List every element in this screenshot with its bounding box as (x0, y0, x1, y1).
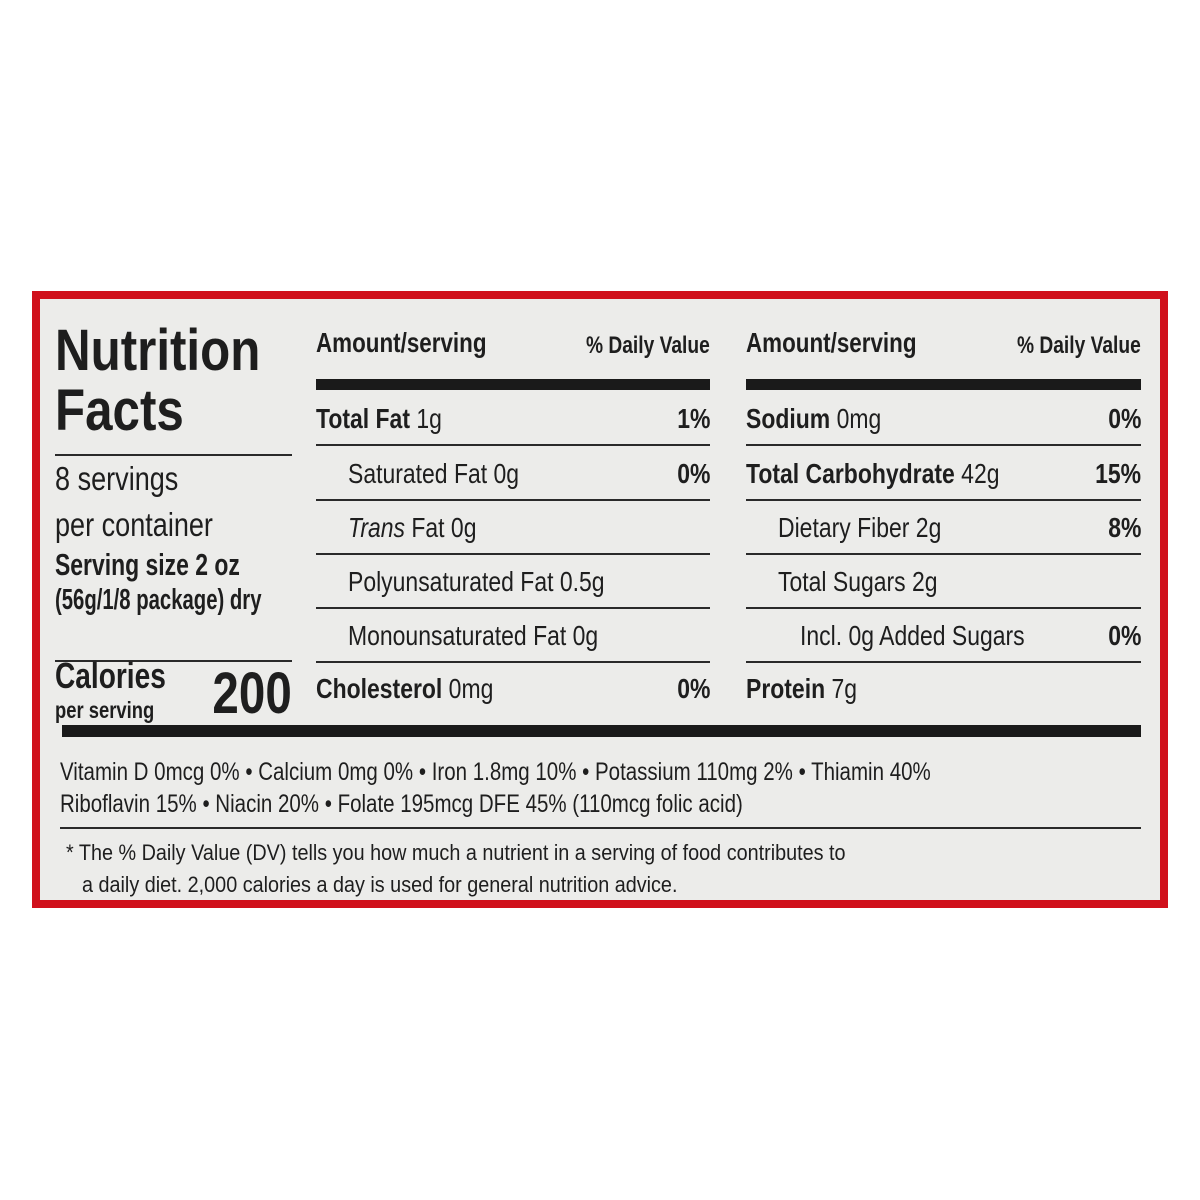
calories-label: Calories (55, 655, 166, 696)
nutrient-amount: 0g (572, 620, 599, 651)
dv-total-fat: 1% (676, 403, 710, 434)
nutrient-polyunsaturated-fat: Polyunsaturated Fat 0.5g (348, 566, 605, 598)
vitamins-line2: Riboflavin 15% • Niacin 20% • Folate 195… (60, 790, 743, 818)
serving-size: Serving size 2 oz (55, 547, 240, 582)
divider (316, 553, 710, 555)
nutrient-amount: 0.5g (559, 566, 605, 597)
dv-cholesterol: 0% (676, 673, 710, 704)
serving-size-detail: (56g/1/8 package) dry (55, 584, 262, 616)
nutrient-amount: 2g (915, 512, 942, 543)
servings-line2: per container (55, 506, 213, 543)
divider (746, 661, 1141, 663)
nutrient-total-fat: Total Fat 1g (316, 403, 442, 435)
nutrient-name: Dietary Fiber (778, 512, 910, 543)
thick-bar (746, 379, 1141, 390)
nutrient-amount: 42g (961, 458, 1000, 489)
nutrient-total-carbohydrate: Total Carbohydrate 42g (746, 458, 999, 490)
nutrient-protein: Protein 7g (746, 673, 857, 705)
nutrient-name: Polyunsaturated Fat (348, 566, 554, 597)
nutrient-trans-fat: Trans Fat 0g (348, 512, 476, 544)
divider (746, 607, 1141, 609)
vitamins-line1: Vitamin D 0mcg 0% • Calcium 0mg 0% • Iro… (60, 758, 931, 786)
divider (746, 553, 1141, 555)
nutrient-cholesterol: Cholesterol 0mg (316, 673, 493, 705)
calories-value: 200 (212, 661, 292, 726)
header-amount: Amount/serving (316, 327, 487, 358)
nutrient-amount: 0mg (448, 673, 494, 704)
dv-saturated-fat: 0% (676, 458, 710, 489)
footnote-line2: a daily diet. 2,000 calories a day is us… (82, 872, 678, 897)
nutrient-name: Fat (411, 512, 445, 543)
divider (316, 661, 710, 663)
nutrient-monounsaturated-fat: Monounsaturated Fat 0g (348, 620, 598, 652)
divider (746, 444, 1141, 446)
footnote-line1: * The % Daily Value (DV) tells you how m… (66, 840, 846, 865)
nutrient-name: Protein (746, 673, 826, 704)
dv-total-carbohydrate: 15% (1095, 458, 1141, 489)
divider (316, 499, 710, 501)
nutrient-amount: 0mg (836, 403, 882, 434)
nutrient-name: Total Carbohydrate (746, 458, 955, 489)
header-daily-value: % Daily Value (586, 332, 710, 359)
nutrient-name: Saturated Fat (348, 458, 488, 489)
header-amount-right: Amount/serving (746, 327, 917, 358)
nutrient-amount: 0g (450, 512, 477, 543)
header-daily-value-right: % Daily Value (1017, 332, 1141, 359)
nutrient-name: Total Sugars (778, 566, 906, 597)
servings-line1: 8 servings (55, 460, 179, 497)
divider (60, 827, 1141, 829)
dv-added-sugars: 0% (1107, 620, 1141, 651)
nutrient-added-sugars: Incl. 0g Added Sugars (800, 620, 1025, 651)
nutrient-amount: 0g (493, 458, 520, 489)
divider (316, 607, 710, 609)
nutrient-amount: 1g (416, 403, 442, 434)
nutrient-name: Cholesterol (316, 673, 443, 704)
divider (55, 660, 292, 662)
nutrient-amount: 2g (912, 566, 938, 597)
nutrition-facts-label: Nutrition Facts 8 servings per container… (32, 291, 1168, 908)
divider (55, 454, 292, 456)
divider (746, 499, 1141, 501)
nutrient-dietary-fiber: Dietary Fiber 2g (778, 512, 941, 544)
nutrient-name: Trans (348, 512, 405, 543)
nutrient-name: Total Fat (316, 403, 410, 434)
nutrient-total-sugars: Total Sugars 2g (778, 566, 938, 598)
title-nutrition: Nutrition (55, 318, 261, 383)
divider (316, 444, 710, 446)
thick-bar-bottom (62, 725, 1141, 737)
nutrient-saturated-fat: Saturated Fat 0g (348, 458, 519, 490)
dv-sodium: 0% (1107, 403, 1141, 434)
nutrient-amount: 7g (831, 673, 858, 704)
dv-dietary-fiber: 8% (1107, 512, 1141, 543)
title-facts: Facts (55, 378, 184, 443)
calories-subtitle: per serving (55, 697, 155, 723)
nutrient-name: Monounsaturated Fat (348, 620, 567, 651)
nutrient-sodium: Sodium 0mg (746, 403, 881, 435)
thick-bar (316, 379, 710, 390)
nutrient-name: Sodium (746, 403, 831, 434)
